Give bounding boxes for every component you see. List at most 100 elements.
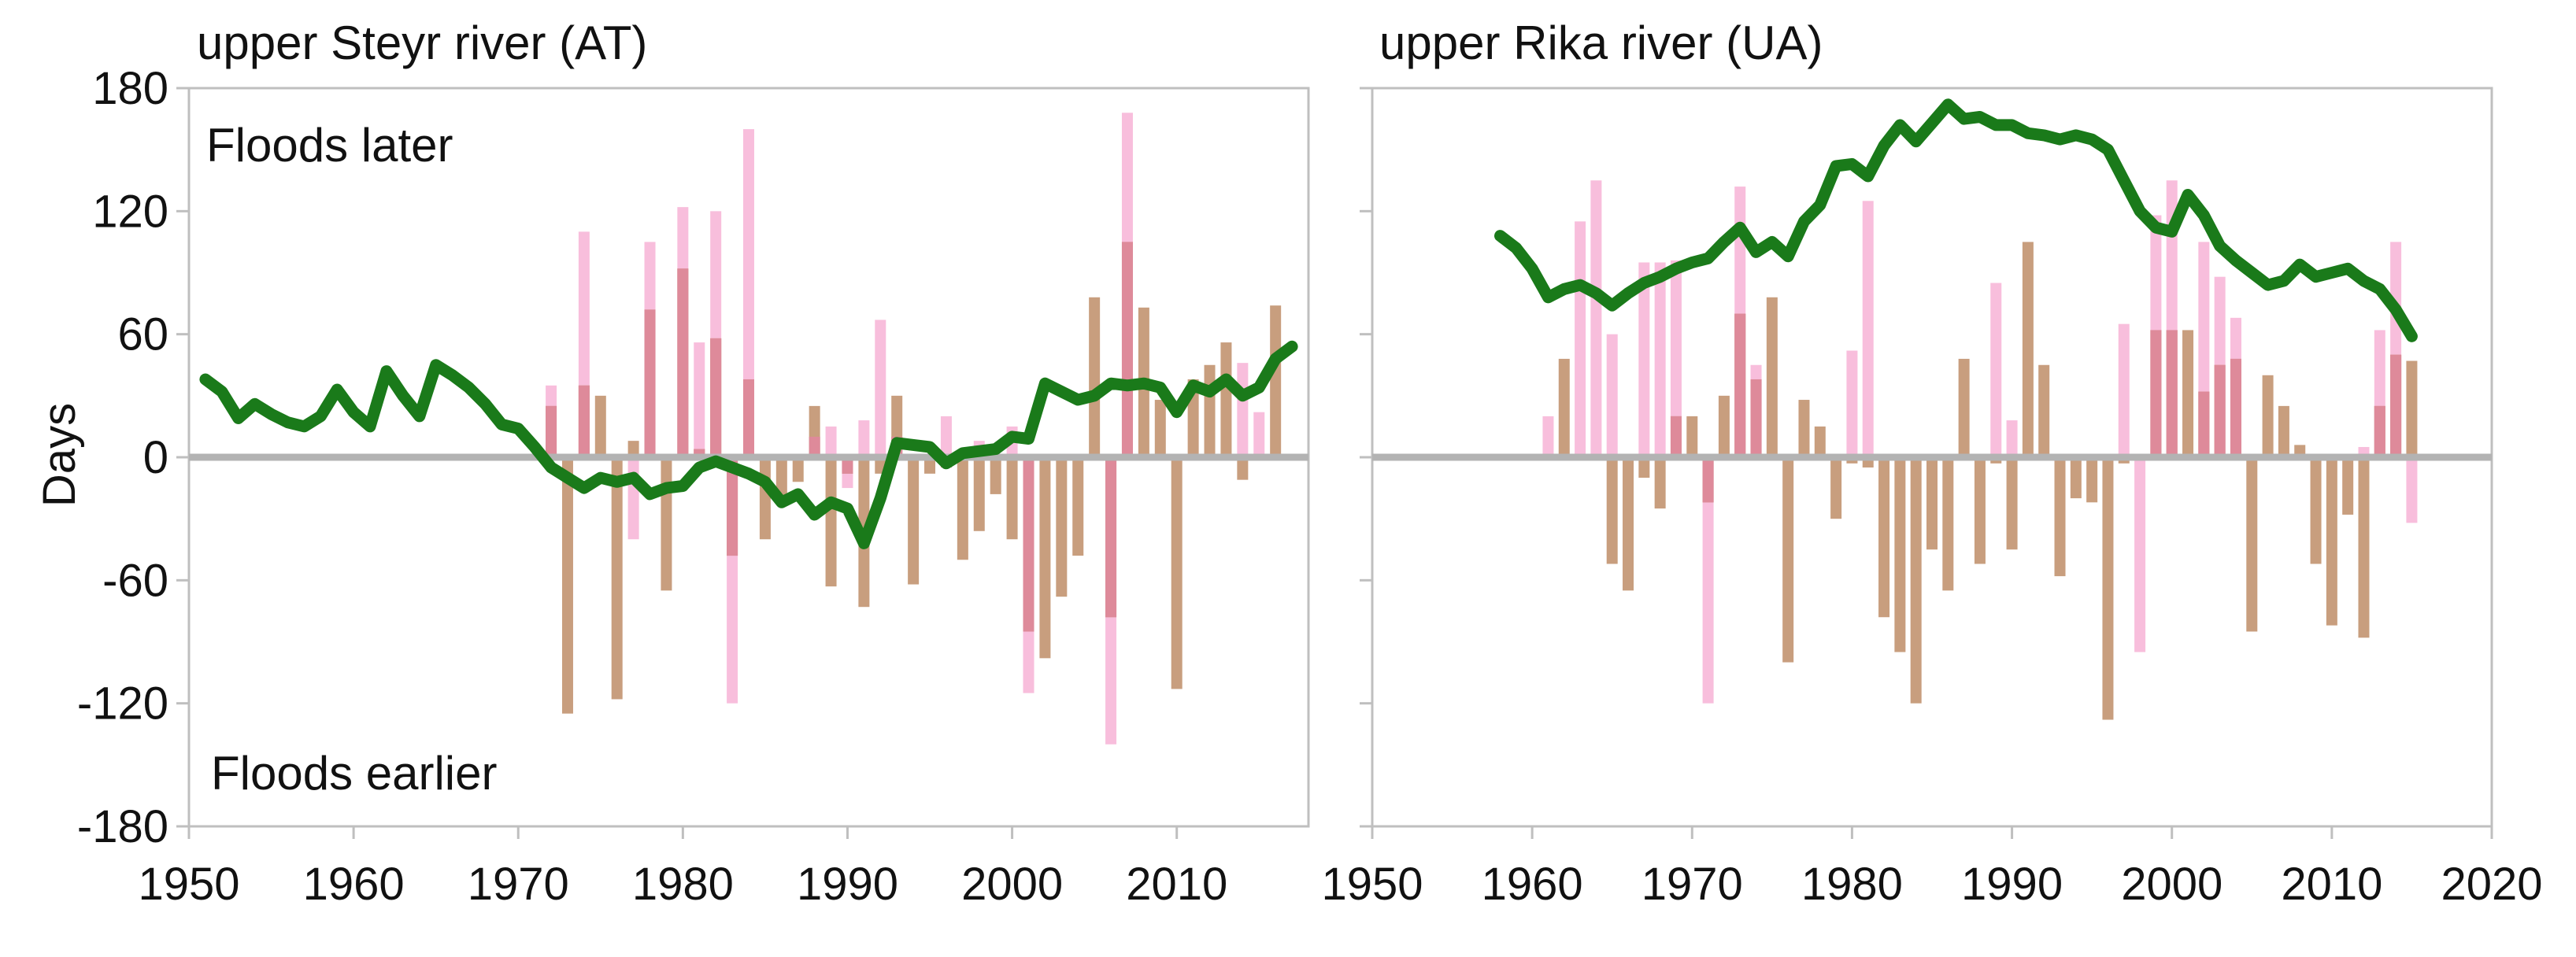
rika-plot-marks: 1950 1960 1970 1980 1990 2000 2010 2020 xyxy=(1321,87,2543,910)
rika-trend-line xyxy=(1494,98,2418,342)
steyr-brown-bar xyxy=(594,395,606,457)
steyr-pink-bar xyxy=(1253,412,1265,457)
steyr-pink-bar xyxy=(627,457,639,540)
rika-pink-bar xyxy=(1654,262,1666,457)
steyr-overlap-bar xyxy=(1105,457,1117,618)
steyr-x-tick-label: 2000 xyxy=(961,859,1063,910)
steyr-overlap-bar xyxy=(1023,457,1034,632)
steyr-y-tick-label: 180 xyxy=(92,63,168,114)
rika-brown-bar xyxy=(1926,457,1938,550)
rika-brown-bar xyxy=(1814,426,1826,457)
steyr-brown-bar xyxy=(1270,305,1282,457)
steyr-pink-bar xyxy=(940,416,952,457)
steyr-brown-bar xyxy=(1171,457,1183,689)
steyr-pink-bar xyxy=(858,420,870,457)
rika-pink-bar xyxy=(1862,201,1874,458)
rika-pink-bar xyxy=(1990,283,2002,457)
rika-pink-bar xyxy=(1846,350,1858,457)
steyr-brown-bar xyxy=(1006,457,1018,540)
rika-pink-bar xyxy=(1590,180,1602,457)
rika-pink-bar xyxy=(1702,457,1714,704)
steyr-overlap-bar xyxy=(578,385,590,457)
rika-brown-bar xyxy=(1654,457,1666,509)
rika-panel-title: upper Rika river (UA) xyxy=(1379,17,1823,69)
rika-brown-bar xyxy=(2022,242,2034,457)
rika-x-tick-label: 2020 xyxy=(2441,859,2542,910)
rika-brown-bar xyxy=(1623,457,1634,591)
steyr-brown-bar xyxy=(627,441,639,457)
steyr-overlap-bar xyxy=(727,457,738,556)
rika-brown-bar xyxy=(1718,395,1730,457)
steyr-x-tick-label: 2010 xyxy=(1126,859,1227,910)
steyr-overlap-bar xyxy=(743,379,754,457)
steyr-brown-bar xyxy=(825,457,837,587)
steyr-overlap-bar xyxy=(677,268,689,457)
rika-overlap-bar xyxy=(1702,457,1714,503)
rika-pink-bar xyxy=(1638,262,1650,457)
steyr-x-tick-label: 1990 xyxy=(797,859,898,910)
steyr-pink-bar xyxy=(694,342,705,457)
steyr-x-tick-label: 1950 xyxy=(138,859,239,910)
steyr-brown-bar xyxy=(924,457,936,474)
rika-brown-bar xyxy=(1782,457,1794,663)
rika-x-tick-label: 1980 xyxy=(1801,859,1903,910)
rika-brown-bar xyxy=(1766,297,1778,457)
steyr-overlap-bar xyxy=(809,436,820,457)
rika-overlap-bar xyxy=(1750,379,1762,457)
rika-brown-bar xyxy=(2070,457,2082,499)
steyr-panel: upper Steyr river (AT) Days Floods later… xyxy=(34,17,1310,910)
steyr-brown-bar xyxy=(661,457,672,591)
rika-x-tick-label: 2010 xyxy=(2281,859,2382,910)
rika-overlap-bar xyxy=(2390,354,2402,457)
rika-brown-bar xyxy=(2406,360,2418,457)
rika-brown-bar xyxy=(1638,457,1650,479)
steyr-brown-bar xyxy=(1072,457,1084,556)
rika-brown-bar xyxy=(1958,358,1970,457)
rika-brown-bar xyxy=(2038,364,2050,457)
rika-brown-bar xyxy=(2342,457,2354,515)
steyr-brown-bar xyxy=(1204,364,1216,457)
rika-brown-bar xyxy=(1686,416,1698,457)
steyr-brown-bar xyxy=(792,457,804,482)
floods-later-label: Floods later xyxy=(206,119,453,172)
steyr-x-tick-label: 1960 xyxy=(303,859,405,910)
steyr-brown-bar xyxy=(775,457,787,499)
steyr-y-tick-label: -180 xyxy=(77,801,168,852)
steyr-brown-bar xyxy=(1056,457,1068,597)
steyr-overlap-bar xyxy=(710,338,722,457)
rika-brown-bar xyxy=(2278,405,2289,457)
rika-pink-bar xyxy=(2118,323,2130,457)
rika-overlap-bar xyxy=(2150,330,2162,457)
rika-brown-bar xyxy=(2102,457,2114,720)
steyr-overlap-bar xyxy=(644,309,656,457)
steyr-plot-marks: 180 120 60 0 -60 -120 -180 1950 1960 1970 1980 1990… xyxy=(77,63,1310,910)
rika-brown-bar xyxy=(1558,358,1570,457)
steyr-brown-bar xyxy=(611,457,623,700)
steyr-brown-bar xyxy=(1220,342,1232,457)
rika-pink-bar xyxy=(1606,334,1618,457)
steyr-overlap-bar xyxy=(694,449,705,457)
rika-overlap-bar xyxy=(2374,405,2385,457)
rika-brown-bar xyxy=(2086,457,2098,503)
rika-brown-bar xyxy=(2182,330,2194,457)
rika-brown-bar xyxy=(1830,457,1842,519)
rika-overlap-bar xyxy=(2230,358,2241,457)
rika-brown-bar xyxy=(2246,457,2258,632)
rika-brown-bar xyxy=(2310,457,2322,564)
rika-pink-bar xyxy=(2134,457,2146,652)
rika-overlap-bar xyxy=(1670,416,1682,457)
steyr-brown-bar xyxy=(561,457,573,714)
steyr-y-tick-label: 0 xyxy=(143,432,168,483)
rika-pink-bar xyxy=(2006,420,2018,457)
rika-pink-bar xyxy=(1575,221,1586,457)
rika-pink-bar xyxy=(1670,260,1682,457)
floods-earlier-label: Floods earlier xyxy=(211,747,498,800)
steyr-brown-bar xyxy=(1089,297,1101,457)
steyr-y-tick-label: -120 xyxy=(77,678,168,730)
steyr-brown-bar xyxy=(1039,457,1051,659)
rika-panel: upper Rika river (UA) 1950 1960 1970 1980 19… xyxy=(1321,17,2542,910)
steyr-brown-bar xyxy=(990,457,1001,494)
rika-brown-bar xyxy=(1942,457,1954,591)
steyr-x-tick-label: 1970 xyxy=(468,859,569,910)
steyr-y-tick-label: 60 xyxy=(117,309,168,360)
